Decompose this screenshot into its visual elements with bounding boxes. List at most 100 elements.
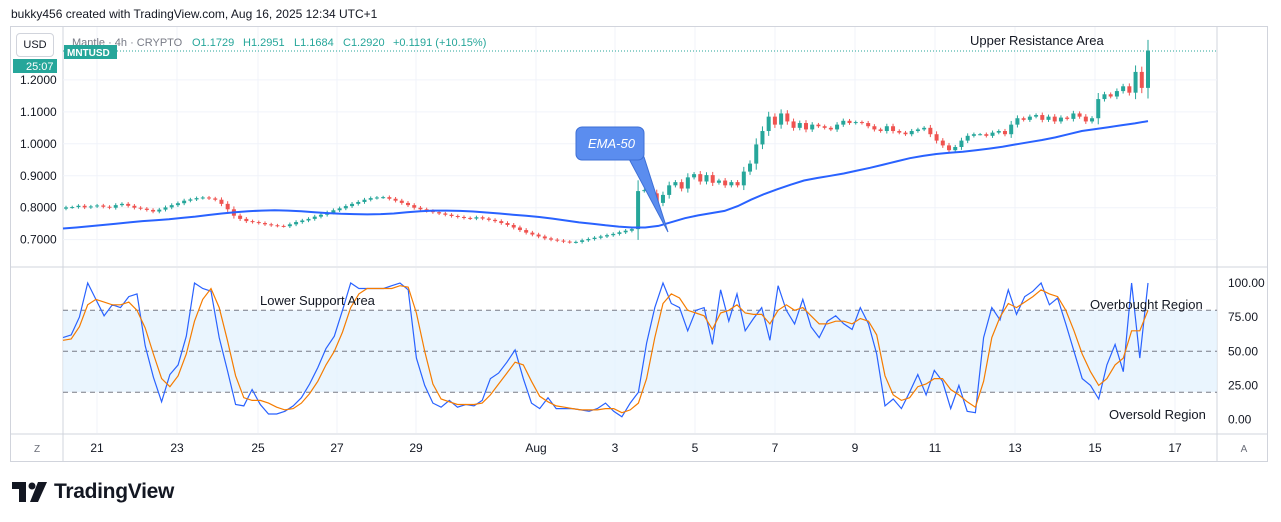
candle bbox=[605, 233, 609, 239]
candle bbox=[207, 195, 212, 200]
candle bbox=[126, 202, 131, 208]
candle bbox=[934, 131, 939, 144]
candle-body bbox=[822, 126, 827, 128]
candle-body bbox=[1034, 115, 1039, 117]
candle-body bbox=[499, 221, 504, 224]
candle bbox=[486, 216, 491, 222]
candle-body bbox=[194, 198, 199, 200]
overbought-label: Overbought Region bbox=[1090, 297, 1203, 312]
candle bbox=[1139, 66, 1144, 94]
candle bbox=[685, 173, 690, 193]
candle-body bbox=[356, 201, 361, 204]
time-tick-label: Aug bbox=[525, 441, 546, 455]
candle bbox=[1009, 120, 1014, 138]
candle-body bbox=[965, 135, 970, 141]
candle bbox=[959, 137, 964, 150]
time-tick-label: 9 bbox=[852, 441, 859, 455]
stoch-d-line bbox=[62, 285, 1149, 414]
candle-body bbox=[368, 198, 373, 200]
legend-change: +0.1191 (+10.15%) bbox=[393, 37, 486, 49]
candle-body bbox=[704, 175, 709, 182]
candle-body bbox=[182, 200, 187, 204]
candle bbox=[928, 124, 933, 138]
candle bbox=[1027, 114, 1032, 122]
candle-body bbox=[642, 190, 647, 192]
candle bbox=[1133, 65, 1138, 100]
candles-layer bbox=[64, 39, 1150, 244]
candle-body bbox=[723, 180, 728, 186]
candle-body bbox=[791, 121, 796, 128]
candle-body bbox=[461, 216, 466, 218]
candle bbox=[337, 206, 342, 213]
candle bbox=[779, 109, 784, 129]
candle bbox=[443, 211, 448, 217]
candle bbox=[64, 205, 68, 211]
candle bbox=[611, 232, 616, 237]
candle bbox=[82, 204, 87, 210]
candle-body bbox=[760, 131, 765, 145]
candle bbox=[536, 232, 541, 239]
zoom-reset-button[interactable]: Z bbox=[28, 440, 46, 458]
candle bbox=[903, 130, 908, 136]
candle bbox=[144, 207, 149, 212]
candle-body bbox=[710, 175, 715, 183]
candle bbox=[1071, 110, 1076, 122]
candle-body bbox=[1002, 131, 1007, 135]
candle-body bbox=[1121, 86, 1126, 92]
candle bbox=[455, 214, 460, 219]
candle bbox=[990, 130, 995, 138]
candle-body bbox=[779, 113, 784, 125]
currency-button[interactable]: USD bbox=[16, 33, 54, 57]
candle-body bbox=[1052, 116, 1057, 122]
candle bbox=[1065, 116, 1070, 121]
candle bbox=[1127, 83, 1132, 96]
candle-body bbox=[163, 207, 168, 210]
price-tick-label: 1.0000 bbox=[20, 137, 57, 151]
legend-high: H1.2951 bbox=[243, 37, 285, 49]
countdown-label: 25:07 bbox=[26, 61, 54, 73]
candle-body bbox=[629, 229, 634, 231]
stoch-tick-label: 0.00 bbox=[1228, 413, 1252, 427]
candle-body bbox=[673, 182, 678, 186]
candle-body bbox=[735, 182, 740, 186]
candle-body bbox=[511, 224, 516, 228]
candle bbox=[710, 171, 715, 186]
candle bbox=[971, 132, 976, 138]
candle-body bbox=[82, 205, 87, 208]
candle-body bbox=[797, 123, 802, 128]
candle-body bbox=[567, 241, 572, 243]
candle-body bbox=[698, 174, 703, 182]
candle-body bbox=[915, 129, 920, 132]
candle bbox=[853, 120, 858, 125]
stoch-tick-label: 50.00 bbox=[1228, 344, 1258, 358]
candle-body bbox=[1133, 71, 1138, 93]
candle bbox=[835, 122, 840, 132]
candle bbox=[586, 237, 591, 242]
ema-callout-box bbox=[575, 126, 645, 161]
candle bbox=[598, 234, 603, 240]
legend-open: O1.1729 bbox=[192, 37, 234, 49]
candle bbox=[741, 166, 746, 191]
ema-layer bbox=[62, 120, 1149, 230]
auto-scale-button[interactable]: A bbox=[1235, 440, 1253, 458]
candle-body bbox=[225, 203, 230, 210]
candle bbox=[978, 132, 983, 136]
time-tick-label: 25 bbox=[251, 441, 265, 455]
candle-body bbox=[1040, 115, 1045, 120]
candle bbox=[374, 196, 379, 200]
candle-body bbox=[996, 131, 1001, 133]
candle bbox=[692, 172, 697, 180]
candle bbox=[797, 120, 802, 131]
candle bbox=[132, 204, 137, 210]
candle-body bbox=[667, 185, 672, 195]
candle bbox=[567, 240, 572, 244]
time-tick-label: 17 bbox=[1168, 441, 1182, 455]
axis-ticks-layer: 1.2000 1.1000 1.0000 0.9000 0.8000 0.7000 100.… bbox=[20, 73, 1265, 455]
time-tick-label: 15 bbox=[1088, 441, 1102, 455]
candle bbox=[704, 172, 709, 185]
candle-body bbox=[816, 124, 821, 127]
candle bbox=[766, 111, 771, 136]
candle bbox=[866, 120, 871, 129]
candle-body bbox=[300, 220, 305, 223]
